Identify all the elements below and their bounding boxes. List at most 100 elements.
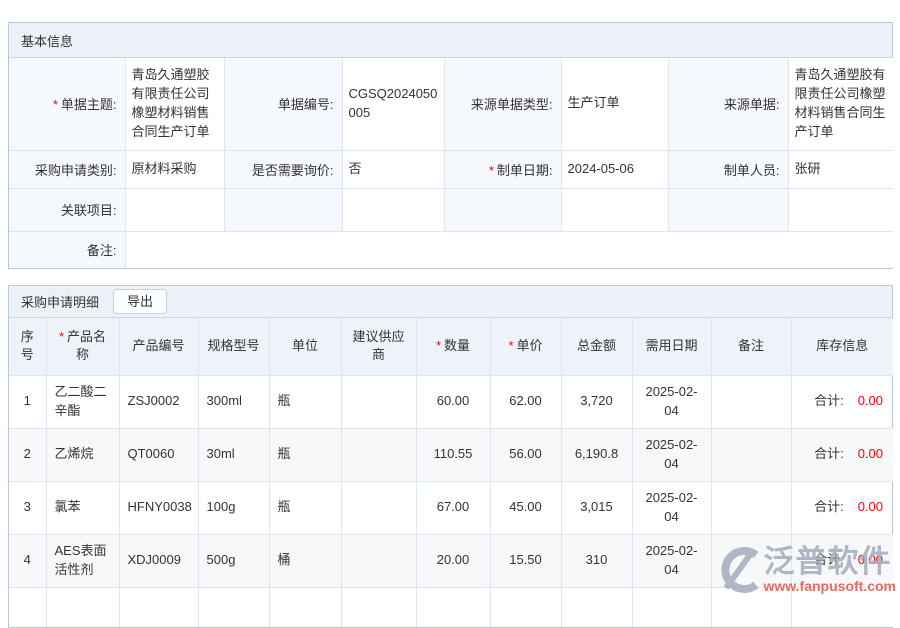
required-asterisk: *	[52, 97, 58, 113]
stock-total-label: 合计:	[814, 393, 844, 409]
field-value	[124, 187, 225, 232]
field-label	[443, 187, 562, 232]
cell-code: HFNY0038	[118, 480, 199, 535]
cell-qty: 20.00	[415, 533, 491, 588]
field-label	[223, 187, 343, 232]
column-header-spec: 规格型号	[197, 317, 270, 376]
column-header-supplier: 建议供应商	[340, 317, 417, 376]
cell-empty	[268, 586, 342, 628]
stock-total-label: 合计:	[814, 446, 844, 462]
field-label: 制单人员:	[667, 149, 789, 189]
cell-spec: 30ml	[197, 427, 270, 482]
field-value: 生产订单	[560, 57, 669, 151]
field-label: 采购申请类别:	[8, 149, 126, 189]
column-header-remark: 备注	[710, 317, 792, 376]
stock-total-label: 合计:	[814, 499, 844, 515]
cell-no: 2	[8, 427, 47, 482]
cell-empty	[118, 586, 199, 628]
cell-amount: 3,720	[560, 374, 633, 429]
column-header-date: 需用日期	[631, 317, 712, 376]
basic-info-row: 采购申请类别: 原材料采购 是否需要询价: 否 * 制单日期: 2024-05-06 制单人员…	[8, 149, 894, 189]
cell-name: 乙二酸二辛酯	[45, 374, 120, 429]
cell-remark	[710, 374, 792, 429]
stock-info: 合计: 0.00	[800, 551, 886, 570]
basic-info-section: 基本信息 * 单据主题: 青岛久通塑胶有限责任公司橡塑材料销售合同生产订单 单据编号:…	[8, 22, 894, 269]
export-button[interactable]: 导出	[113, 288, 168, 315]
required-asterisk: *	[435, 338, 442, 354]
cell-remark	[710, 427, 792, 482]
cell-stock: 合计: 0.00	[790, 427, 894, 482]
cell-empty	[631, 586, 712, 628]
field-label	[667, 187, 789, 232]
cell-amount: 310	[560, 533, 633, 588]
column-header-price: * 单价	[489, 317, 562, 376]
column-header-qty: * 数量	[415, 317, 491, 376]
cell-qty: 110.55	[415, 427, 491, 482]
basic-info-header: 基本信息	[9, 23, 892, 58]
field-value	[787, 187, 894, 232]
stock-total-value: 0.00	[857, 446, 883, 462]
cell-code: QT0060	[118, 427, 199, 482]
basic-info-row: 备注:	[8, 230, 894, 269]
stock-info: 合计: 0.00	[800, 445, 886, 464]
cell-supplier	[340, 533, 417, 588]
cell-empty	[560, 586, 633, 628]
cell-empty	[790, 586, 894, 628]
field-label: * 制单日期:	[443, 149, 562, 189]
cell-date: 2025-02-04	[631, 533, 712, 588]
field-value	[341, 187, 445, 232]
cell-supplier	[340, 374, 417, 429]
field-value: 原材料采购	[124, 149, 225, 189]
cell-empty	[8, 586, 47, 628]
column-header-unit: 单位	[268, 317, 342, 376]
basic-info-row: 关联项目:	[8, 187, 894, 232]
field-value: 2024-05-06	[560, 149, 669, 189]
field-label: 关联项目:	[8, 187, 126, 232]
basic-info-body: * 单据主题: 青岛久通塑胶有限责任公司橡塑材料销售合同生产订单 单据编号: CGSQ2…	[8, 57, 894, 269]
cell-name: 乙烯烷	[45, 427, 120, 482]
field-label: 是否需要询价:	[223, 149, 343, 189]
cell-supplier	[340, 427, 417, 482]
cell-spec: 100g	[197, 480, 270, 535]
field-label: 来源单据:	[667, 57, 789, 151]
field-value: 否	[341, 149, 445, 189]
cell-price: 56.00	[489, 427, 562, 482]
detail-header-row: 序号 * 产品名称 产品编号 规格型号 单位 建议供应商 * 数量 * 单价 总金额 需用日期 备注 库存信…	[8, 317, 894, 376]
required-asterisk: *	[488, 162, 494, 178]
cell-date: 2025-02-04	[631, 480, 712, 535]
field-value: CGSQ2024050005	[341, 57, 445, 151]
field-label: 来源单据类型:	[443, 57, 562, 151]
cell-spec: 300ml	[197, 374, 270, 429]
column-header-code: 产品编号	[118, 317, 199, 376]
basic-info-title: 基本信息	[21, 33, 74, 49]
cell-name: 氯苯	[45, 480, 120, 535]
cell-unit: 瓶	[268, 374, 342, 429]
cell-stock: 合计: 0.00	[790, 480, 894, 535]
stock-total-label: 合计:	[814, 552, 844, 568]
cell-empty	[197, 586, 270, 628]
cell-price: 45.00	[489, 480, 562, 535]
stock-total-value: 0.00	[857, 552, 883, 568]
cell-unit: 桶	[268, 533, 342, 588]
column-header-name: * 产品名称	[45, 317, 120, 376]
cell-unit: 瓶	[268, 480, 342, 535]
cell-qty: 67.00	[415, 480, 491, 535]
cell-empty	[710, 586, 792, 628]
table-row: 2 乙烯烷 QT0060 30ml 瓶 110.55 56.00 6,190.8 2025-02…	[8, 427, 894, 482]
stock-total-value: 0.00	[857, 393, 883, 409]
column-header-stock: 库存信息	[790, 317, 894, 376]
field-label: 单据编号:	[223, 57, 343, 151]
field-label: * 单据主题:	[8, 57, 126, 151]
detail-header: 采购申请明细 导出	[9, 286, 892, 318]
detail-table: 序号 * 产品名称 产品编号 规格型号 单位 建议供应商 * 数量 * 单价 总金额 需用日期 备注 库存信…	[8, 317, 894, 628]
cell-spec: 500g	[197, 533, 270, 588]
cell-no: 4	[8, 533, 47, 588]
cell-no: 3	[8, 480, 47, 535]
basic-info-row: * 单据主题: 青岛久通塑胶有限责任公司橡塑材料销售合同生产订单 单据编号: CGSQ2…	[8, 57, 894, 151]
detail-title: 采购申请明细	[21, 295, 100, 310]
table-row-empty	[8, 586, 894, 628]
cell-no: 1	[8, 374, 47, 429]
required-asterisk: *	[508, 338, 514, 354]
table-row: 4 AES表面活性剂 XDJ0009 500g 桶 20.00 15.50 310 2025-0…	[8, 533, 894, 588]
column-header-amount: 总金额	[560, 317, 633, 376]
